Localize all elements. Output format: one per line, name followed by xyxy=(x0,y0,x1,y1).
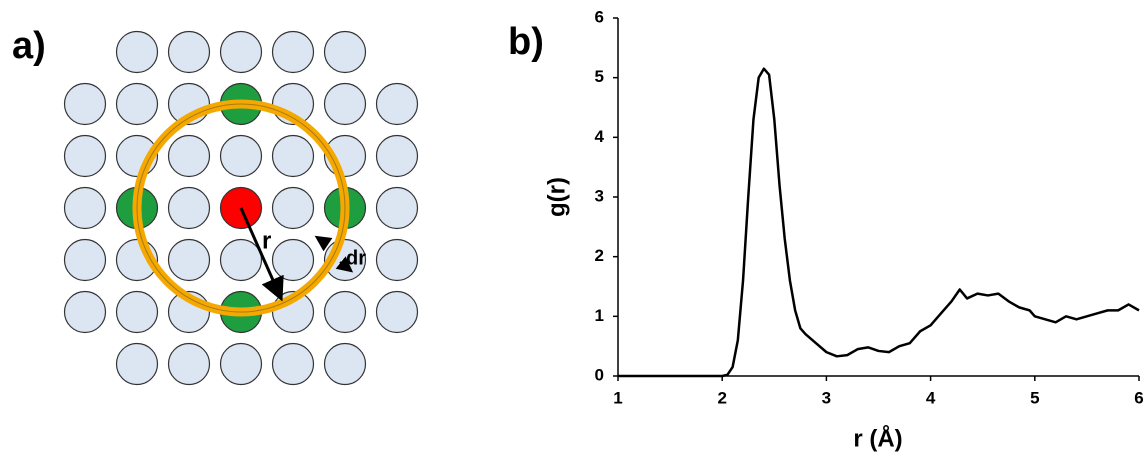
x-tick-label: 5 xyxy=(1030,388,1039,407)
data-line xyxy=(618,67,1140,378)
atom xyxy=(219,342,263,386)
atom xyxy=(167,342,211,386)
y-tick-label: 5 xyxy=(595,67,604,86)
atom xyxy=(115,290,159,334)
atom xyxy=(219,134,263,178)
atom xyxy=(323,30,367,74)
atom xyxy=(63,238,107,282)
atom xyxy=(375,186,419,230)
y-axis-title: g(r) xyxy=(543,177,570,217)
dr-arrow xyxy=(314,235,333,252)
atom xyxy=(115,342,159,386)
atom xyxy=(115,82,159,126)
atom xyxy=(375,82,419,126)
panel-label: b) xyxy=(508,21,544,63)
atom xyxy=(115,30,159,74)
atom xyxy=(167,134,211,178)
r-label: r xyxy=(262,227,271,254)
x-tick-label: 1 xyxy=(613,388,622,407)
atom xyxy=(323,82,367,126)
atom xyxy=(271,30,315,74)
dr-arrow xyxy=(335,256,354,273)
atom xyxy=(271,186,315,230)
atom xyxy=(63,290,107,334)
dr-label: dr xyxy=(346,247,366,269)
atom xyxy=(375,290,419,334)
atom xyxy=(63,82,107,126)
x-tick-label: 3 xyxy=(822,388,831,407)
atom xyxy=(63,186,107,230)
panel-label: a) xyxy=(12,25,46,67)
y-tick-label: 1 xyxy=(595,306,604,325)
atom xyxy=(167,238,211,282)
y-tick-label: 2 xyxy=(595,246,604,265)
atom xyxy=(271,238,315,282)
x-tick-label: 2 xyxy=(717,388,726,407)
x-axis-title: r (Å) xyxy=(853,424,902,452)
shell-edge xyxy=(136,103,346,313)
atom xyxy=(219,238,263,282)
r-arrow xyxy=(239,207,284,302)
atom xyxy=(323,290,367,334)
x-tick-label: 4 xyxy=(926,388,936,407)
atom xyxy=(375,238,419,282)
x-tick-label: 6 xyxy=(1134,388,1143,407)
atom xyxy=(375,134,419,178)
shell-ring xyxy=(132,99,350,317)
y-tick-label: 3 xyxy=(595,186,604,205)
atom xyxy=(323,342,367,386)
atom xyxy=(167,30,211,74)
atom xyxy=(63,134,107,178)
atom xyxy=(219,30,263,74)
atom xyxy=(167,186,211,230)
y-tick-label: 0 xyxy=(595,365,604,384)
atom xyxy=(271,134,315,178)
y-tick-label: 6 xyxy=(595,7,604,26)
y-tick-label: 4 xyxy=(595,127,605,146)
atom xyxy=(271,342,315,386)
